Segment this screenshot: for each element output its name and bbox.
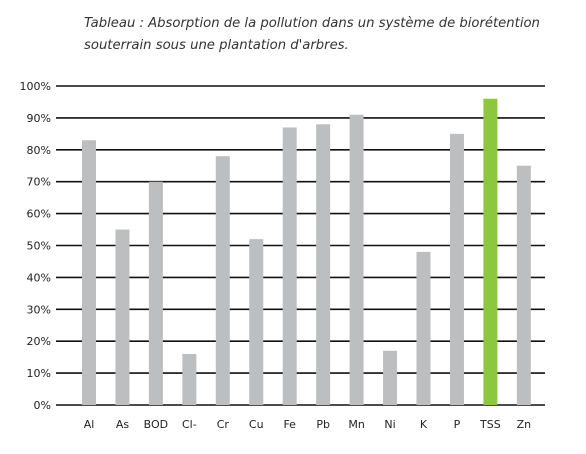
x-tick-label: P (454, 418, 461, 431)
x-tick-label: Cr (217, 418, 230, 431)
x-tick-label: K (420, 418, 428, 431)
x-tick-label: Fe (283, 418, 296, 431)
bars (82, 98, 531, 406)
bar-cl (182, 353, 197, 405)
chart-title: Tableau : Absorption de la pollution dan… (84, 16, 540, 53)
bar-cr (215, 156, 230, 405)
y-tick-label: 40% (27, 271, 51, 284)
x-tick-label: Cl- (182, 418, 197, 431)
y-tick-label: 20% (27, 335, 51, 348)
bar-fe (282, 127, 297, 405)
x-tick-label: Al (84, 418, 95, 431)
bar-cu (249, 239, 264, 405)
bar-k (416, 251, 431, 405)
bar-bod (148, 181, 163, 405)
x-tick-label: As (116, 418, 130, 431)
y-tick-label: 30% (27, 303, 51, 316)
x-tick-label: Cu (249, 418, 264, 431)
x-axis-tick-labels: Al As BOD Cl- Cr Cu Fe Pb Mn Ni K P TSS Zn (84, 418, 531, 431)
y-tick-label: 80% (27, 144, 51, 157)
bar-ni (383, 350, 398, 405)
bar-p (449, 133, 464, 405)
x-tick-label: BOD (144, 418, 168, 431)
bar-tss (483, 98, 498, 405)
bar-pb (316, 124, 331, 405)
bar-as (115, 229, 130, 405)
x-tick-label: Mn (348, 418, 364, 431)
x-tick-label: Ni (384, 418, 395, 431)
y-tick-label: 50% (27, 240, 51, 253)
y-tick-label: 70% (27, 176, 51, 189)
y-tick-label: 0% (34, 399, 51, 412)
y-tick-label: 90% (27, 112, 51, 125)
y-tick-label: 100% (20, 80, 51, 93)
y-axis-tick-labels: 0% 10% 20% 30% 40% 50% 60% 70% 80% 90% 100% (20, 80, 51, 412)
bar-al (82, 140, 96, 406)
bar-zn (516, 165, 531, 405)
y-tick-label: 60% (27, 208, 51, 221)
x-tick-label: Zn (517, 418, 532, 431)
x-tick-label: TSS (479, 418, 501, 431)
y-tick-label: 10% (27, 367, 51, 380)
bar-mn (349, 114, 364, 406)
x-tick-label: Pb (316, 418, 330, 431)
